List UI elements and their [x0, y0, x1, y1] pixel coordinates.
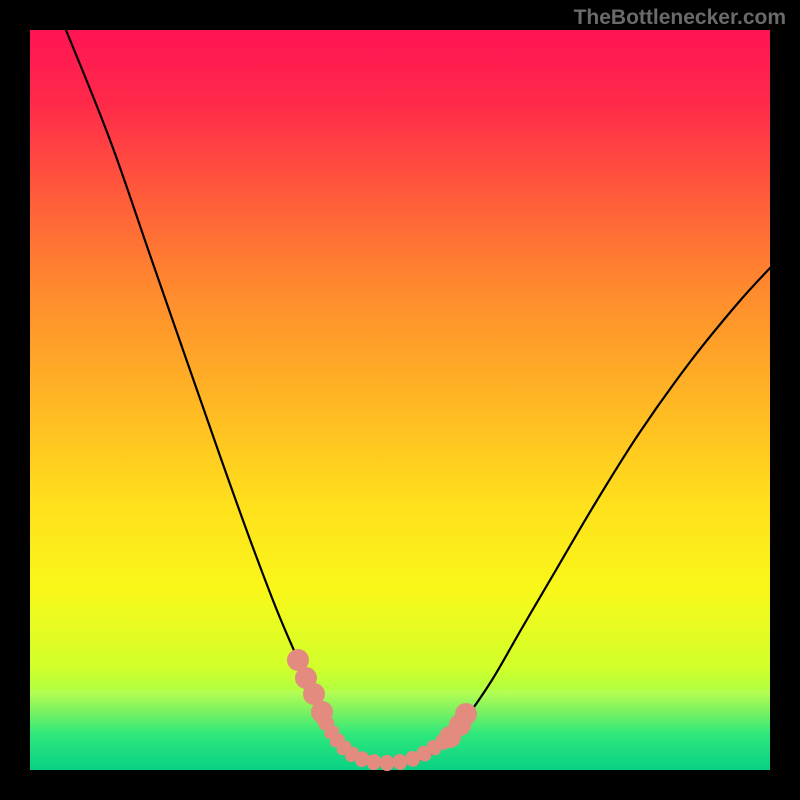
curve-layer: [0, 0, 800, 800]
marker-connector-seg: [380, 755, 394, 771]
curve-left: [66, 30, 390, 763]
watermark-text: TheBottlenecker.com: [574, 6, 786, 30]
marker-dot-right-cluster-2: [455, 703, 477, 725]
marker-dot-left-cluster-3: [311, 701, 333, 723]
curve-right: [390, 268, 770, 763]
